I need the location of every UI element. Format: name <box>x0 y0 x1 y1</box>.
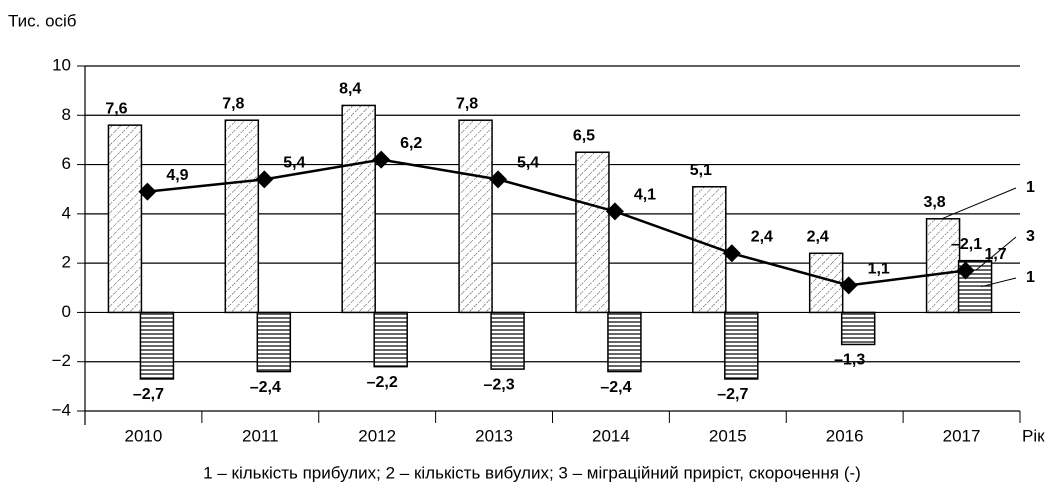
data-label: 4,1 <box>634 187 656 204</box>
marker <box>722 244 741 263</box>
bar <box>607 311 642 373</box>
x-tick-label: 2011 <box>242 426 279 445</box>
bar <box>925 218 961 314</box>
data-label: –2,4 <box>600 379 631 396</box>
y-tick-label: −2 <box>52 351 71 370</box>
data-label: 2,4 <box>807 229 829 246</box>
x-tick-label: 2017 <box>943 426 981 445</box>
x-tick-label: 2013 <box>475 426 513 445</box>
marker <box>489 170 508 189</box>
data-label: 7,8 <box>222 95 244 112</box>
bar <box>724 311 759 380</box>
data-label: –2,1 <box>951 236 982 253</box>
y-tick-label: 8 <box>62 105 71 124</box>
y-tick-label: −4 <box>52 400 71 419</box>
y-tick-label: 2 <box>62 253 71 272</box>
bar <box>373 311 408 368</box>
callout-line <box>975 236 1017 271</box>
x-tick-label: 2015 <box>709 426 747 445</box>
legend-label: 1 <box>1026 179 1035 196</box>
marker <box>255 170 274 189</box>
data-label: 4,9 <box>166 167 188 184</box>
data-label: –2,4 <box>250 379 281 396</box>
data-label: –1,3 <box>834 352 865 369</box>
x-tick-label: 2014 <box>592 426 630 445</box>
x-tick-label: 2012 <box>358 426 396 445</box>
y-tick-label: 6 <box>62 154 71 173</box>
caption: 1 – кількість прибулих; 2 – кількість ви… <box>203 463 861 482</box>
marker <box>138 182 157 201</box>
x-axis-title: Рік <box>1022 426 1045 445</box>
marker <box>605 202 624 221</box>
bar <box>256 311 292 373</box>
bar <box>107 124 143 314</box>
marker <box>956 261 975 280</box>
marker <box>839 276 858 295</box>
data-label: 6,5 <box>573 127 595 144</box>
legend-label: 1 <box>1026 269 1035 286</box>
data-label: –2,2 <box>367 374 398 391</box>
data-label: 5,4 <box>517 155 539 172</box>
y-tick-label: 10 <box>52 55 71 74</box>
bar <box>458 119 493 314</box>
data-label: 2,4 <box>751 229 773 246</box>
data-label: –2,7 <box>717 386 748 403</box>
data-label: 5,4 <box>283 155 305 172</box>
x-tick-label: 2016 <box>826 426 864 445</box>
y-axis-title: Тис. осіб <box>8 11 77 30</box>
bar <box>575 151 610 314</box>
y-tick-label: 0 <box>62 302 71 321</box>
data-label: 5,1 <box>690 162 712 179</box>
marker <box>372 150 391 169</box>
data-label: 1,1 <box>868 261 890 278</box>
data-label: 7,6 <box>105 100 127 117</box>
bar <box>808 252 844 314</box>
data-label: 6,2 <box>400 135 422 152</box>
bar <box>139 311 175 380</box>
bar <box>840 311 876 346</box>
legend-label: 3 <box>1026 228 1035 245</box>
line <box>147 158 966 287</box>
bar <box>490 311 525 370</box>
x-tick-label: 2010 <box>125 426 163 445</box>
callout-line <box>941 187 1017 220</box>
bar <box>341 104 376 314</box>
data-label: –2,7 <box>133 386 164 403</box>
data-label: –2,3 <box>483 376 514 393</box>
data-label: 3,8 <box>923 194 945 211</box>
data-label: 8,4 <box>339 81 361 98</box>
y-tick-label: 4 <box>62 203 71 222</box>
callout-line <box>981 277 1017 288</box>
data-label: 7,8 <box>456 95 478 112</box>
bar <box>224 119 260 314</box>
